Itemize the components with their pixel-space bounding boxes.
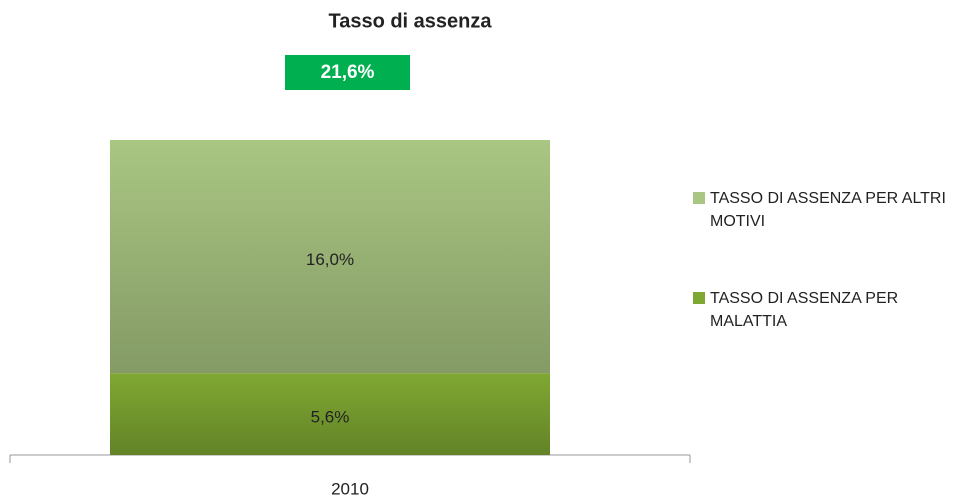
legend-swatch [693, 292, 705, 304]
legend-label: TASSO DI ASSENZA PER ALTRI MOTIVI [710, 190, 946, 230]
legend-entry: TASSO DI ASSENZA PER ALTRI MOTIVI [693, 187, 955, 233]
total-label: 21,6% [321, 62, 375, 83]
chart-title: Tasso di assenza [328, 10, 492, 32]
legend-entry: TASSO DI ASSENZA PER MALATTIA [693, 287, 955, 333]
data-label: 5,6% [311, 408, 350, 427]
x-tick-label: 2010 [331, 479, 369, 498]
legend-label: TASSO DI ASSENZA PER MALATTIA [710, 290, 899, 330]
total-box [285, 55, 410, 90]
data-label: 16,0% [306, 250, 354, 269]
legend-swatch [693, 192, 705, 204]
bar-shade [110, 140, 550, 374]
bar-shade [110, 373, 550, 455]
